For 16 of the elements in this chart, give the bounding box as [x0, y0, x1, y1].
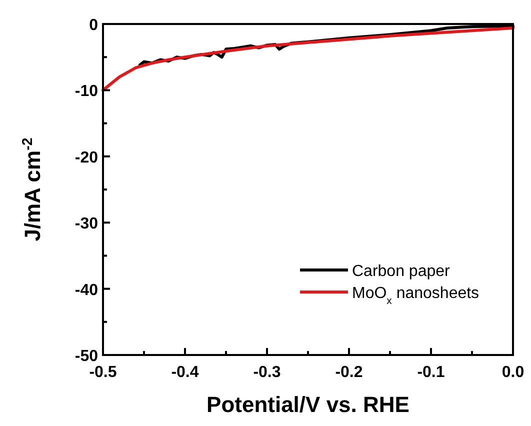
x-axis-title: Potential/V vs. RHE — [206, 392, 410, 417]
line-series — [102, 26, 514, 92]
y-tick-label: -30 — [74, 216, 98, 233]
y-tick-label: -20 — [74, 149, 98, 166]
y-tick-label: 0 — [89, 17, 98, 34]
x-tick-label: -0.3 — [253, 364, 281, 381]
legend-label: MoO$_{x}$ nanosheets — [352, 285, 480, 306]
x-tick-label: 0.0 — [502, 364, 524, 381]
x-tick-label: -0.5 — [89, 364, 117, 381]
x-tick-label: -0.1 — [417, 364, 445, 381]
legend-label: Carbon paper — [352, 263, 451, 280]
x-tick-label: -0.4 — [171, 364, 199, 381]
y-tick-label: -10 — [74, 83, 98, 100]
y-tick-label: -40 — [74, 282, 98, 299]
x-tick-label: -0.2 — [335, 364, 363, 381]
y-tick-label: -50 — [74, 348, 98, 365]
